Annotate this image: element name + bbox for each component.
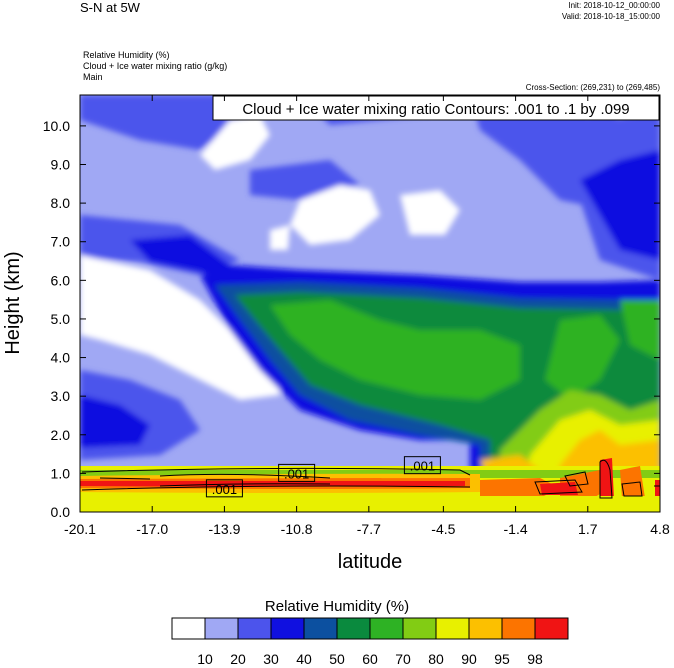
contour-labels: .001 .001 .001 <box>205 456 441 498</box>
x-tick-label: -4.5 <box>431 521 455 537</box>
colorbar-swatch <box>435 617 470 640</box>
colorbar <box>171 617 569 640</box>
y-tick-label: 8.0 <box>51 195 71 211</box>
x-tick-label: 1.7 <box>578 521 598 537</box>
colorbar-swatch <box>402 617 437 640</box>
x-tick-label: -17.0 <box>136 521 168 537</box>
x-tick-label: -7.7 <box>357 521 381 537</box>
colorbar-level-label: 70 <box>395 651 411 667</box>
colorbar-title: Relative Humidity (%) <box>264 598 410 615</box>
y-axis: 0.0 1.0 2.0 3.0 4.0 5.0 6.0 7.0 8.0 9.0 10.0 <box>43 118 660 520</box>
colorbar-level-label: 98 <box>527 651 543 667</box>
colorbar-swatch <box>270 617 305 640</box>
field-label-rh: Relative Humidity (%) <box>83 50 170 60</box>
colorbar-swatch <box>501 617 536 640</box>
colorbar-swatch <box>237 617 272 640</box>
y-tick-label: 9.0 <box>51 157 71 173</box>
x-tick-label: 4.8 <box>650 521 670 537</box>
colorbar-swatch <box>534 617 569 640</box>
x-tick-label: -20.1 <box>64 521 96 537</box>
colorbar-level-label: 60 <box>362 651 378 667</box>
y-axis-label: Height (km) <box>2 251 24 354</box>
colorbar-level-label: 50 <box>329 651 345 667</box>
colorbar-swatch <box>303 617 338 640</box>
colorbar-swatch <box>468 617 503 640</box>
colorbar-level-label: 90 <box>461 651 477 667</box>
y-tick-label: 6.0 <box>51 272 71 288</box>
y-tick-label: 1.0 <box>51 465 71 481</box>
colorbar-labels: 10 20 30 40 50 60 70 80 90 95 98 <box>197 651 543 667</box>
contour-title: Cloud + Ice water mixing ratio Contours:… <box>242 101 629 118</box>
colorbar-swatch <box>336 617 371 640</box>
plot-frame <box>79 94 661 513</box>
x-tick-label: -10.8 <box>281 521 313 537</box>
init-time: Init: 2018-10-12_00:00:00 <box>568 1 660 10</box>
colorbar-swatch <box>204 617 239 640</box>
svg-text:.001: .001 <box>284 466 309 481</box>
colorbar-level-label: 80 <box>428 651 444 667</box>
colorbar-level-label: 10 <box>197 651 213 667</box>
colorbar-level-label: 40 <box>296 651 312 667</box>
y-tick-label: 2.0 <box>51 427 71 443</box>
contour-label: .001 <box>278 463 316 482</box>
valid-time: Valid: 2018-10-18_15:00:00 <box>561 12 660 21</box>
colorbar-swatch <box>171 617 206 640</box>
field-label-domain: Main <box>83 72 103 82</box>
y-tick-label: 10.0 <box>43 118 70 134</box>
colorbar-level-label: 20 <box>230 651 246 667</box>
svg-text:.001: .001 <box>212 482 237 497</box>
y-tick-label: 3.0 <box>51 388 71 404</box>
x-tick-label: -13.9 <box>208 521 240 537</box>
rh-shading <box>80 95 660 512</box>
field-label-cloud-ice: Cloud + Ice water mixing ratio (g/kg) <box>83 61 228 71</box>
x-axis: -20.1 -17.0 -13.9 -10.8 -7.7 -4.5 -1.4 1.7 4.8 <box>64 95 670 537</box>
colorbar-level-label: 95 <box>494 651 510 667</box>
y-tick-label: 5.0 <box>51 311 71 327</box>
y-tick-label: 0.0 <box>51 504 71 520</box>
x-axis-label: latitude <box>338 551 403 573</box>
contour-label: .001 <box>205 479 243 498</box>
y-tick-label: 7.0 <box>51 234 71 250</box>
contour-title-box: Cloud + Ice water mixing ratio Contours:… <box>212 95 660 121</box>
svg-text:.001: .001 <box>410 459 435 474</box>
contour-label: .001 <box>403 456 441 475</box>
colorbar-level-label: 30 <box>263 651 279 667</box>
colorbar-swatch <box>369 617 404 640</box>
x-tick-label: -1.4 <box>504 521 528 537</box>
cross-section-label: Cross-Section: (269,231) to (269,485) <box>525 83 660 92</box>
plot-title: S-N at 5W <box>80 0 140 15</box>
y-tick-label: 4.0 <box>51 350 71 366</box>
